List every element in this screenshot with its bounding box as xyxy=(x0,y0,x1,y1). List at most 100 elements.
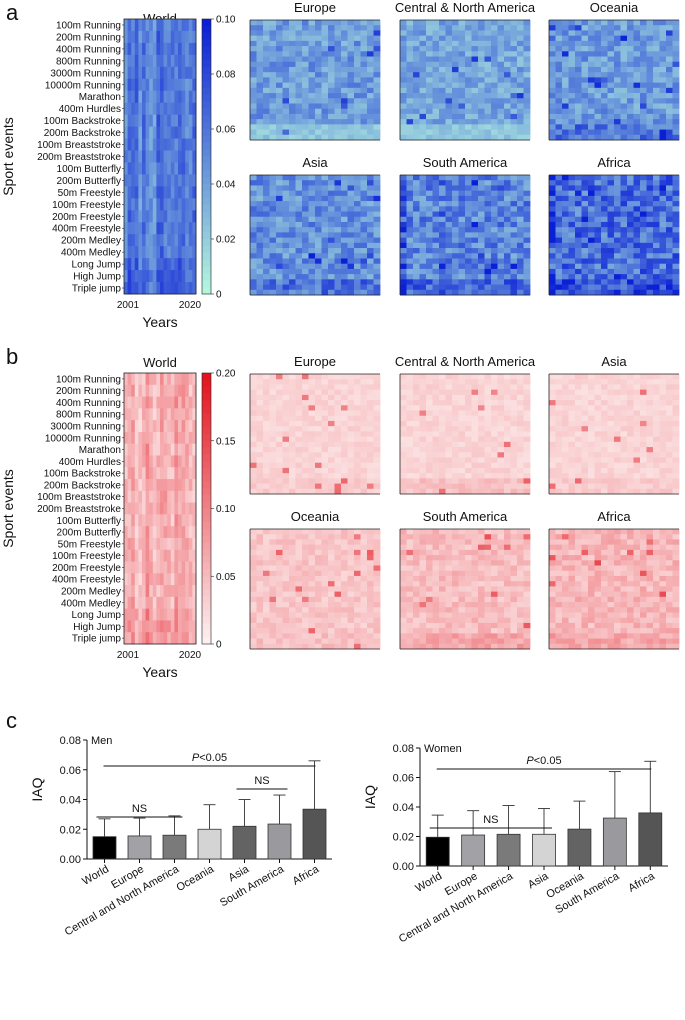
heat-cell xyxy=(439,473,446,479)
heat-cell xyxy=(601,242,608,249)
heat-cell xyxy=(174,222,179,235)
heat-cell xyxy=(659,82,667,89)
heat-cell xyxy=(517,279,524,285)
heat-cell xyxy=(138,396,143,409)
heat-cell xyxy=(282,221,290,228)
heat-cell xyxy=(491,457,498,464)
heat-cell xyxy=(633,379,641,385)
heat-cell xyxy=(478,457,485,464)
heat-cell xyxy=(289,108,296,115)
heat-cell xyxy=(517,384,524,391)
heat-cell xyxy=(607,400,615,406)
heat-cell xyxy=(192,162,197,175)
heat-cell xyxy=(354,180,361,186)
heat-cell xyxy=(484,227,492,233)
heat-cell xyxy=(633,195,641,202)
heat-cell xyxy=(341,113,348,120)
heat-cell xyxy=(149,585,154,598)
heat-cell xyxy=(341,227,348,233)
heat-cell xyxy=(581,420,589,427)
heat-cell xyxy=(633,25,641,31)
heat-cell xyxy=(276,108,283,115)
heat-cell xyxy=(138,126,143,139)
heat-cell xyxy=(484,185,492,192)
heat-cell xyxy=(341,379,348,385)
heat-cell xyxy=(170,561,175,574)
heat-cell xyxy=(354,35,361,42)
heat-cell xyxy=(607,274,615,280)
heat-cell xyxy=(250,66,257,73)
heat-cell xyxy=(517,87,524,94)
heat-cell xyxy=(419,420,427,427)
heat-cell xyxy=(127,467,132,480)
heat-cell xyxy=(640,274,647,280)
heat-cell xyxy=(497,206,505,212)
heat-cell xyxy=(341,400,348,406)
heat-cell xyxy=(263,108,270,115)
heat-cell xyxy=(308,72,316,78)
heat-cell xyxy=(269,211,277,218)
heat-cell xyxy=(367,20,374,26)
heat-cell xyxy=(439,190,446,197)
heat-cell xyxy=(354,30,361,37)
heat-cell xyxy=(666,25,673,31)
heat-cell xyxy=(192,585,197,598)
heat-cell xyxy=(478,98,485,104)
heat-cell xyxy=(152,561,157,574)
heat-cell xyxy=(594,389,602,396)
heat-cell xyxy=(484,82,492,89)
heat-cell xyxy=(588,51,595,57)
heat-cell xyxy=(491,405,498,411)
heat-cell xyxy=(413,253,420,259)
heat-cell xyxy=(575,180,582,186)
heat-cell xyxy=(452,248,459,254)
heat-cell xyxy=(439,25,446,31)
colorbar-tick-label: 0.15 xyxy=(216,436,236,447)
heat-cell xyxy=(458,420,466,427)
heat-cell xyxy=(497,237,505,244)
heat-cell xyxy=(465,379,472,385)
heat-cell xyxy=(181,114,186,128)
heat-cell xyxy=(373,175,381,181)
heat-cell xyxy=(607,93,615,99)
x-tick-start: 2001 xyxy=(117,650,140,661)
heat-cell xyxy=(142,150,146,163)
heat-cell xyxy=(627,279,634,285)
heat-cell xyxy=(134,431,139,445)
heat-cell xyxy=(185,198,190,211)
heat-cell xyxy=(562,66,569,73)
heat-cell xyxy=(504,415,511,422)
heat-cell xyxy=(315,237,322,244)
heat-cell xyxy=(672,30,680,37)
heat-cell xyxy=(178,150,182,163)
heat-cell xyxy=(295,488,303,495)
heat-cell xyxy=(653,211,660,218)
heat-cell xyxy=(269,51,277,57)
heat-cell xyxy=(250,46,257,52)
heat-cell xyxy=(138,585,143,598)
heat-cell xyxy=(575,51,582,57)
heat-cell xyxy=(562,426,569,432)
heat-cell xyxy=(354,190,361,197)
heat-cell xyxy=(289,103,296,110)
heat-cell xyxy=(646,77,654,84)
heat-cell xyxy=(445,77,453,84)
heat-cell xyxy=(484,289,492,296)
heat-cell xyxy=(672,93,680,99)
heat-cell xyxy=(504,206,511,212)
heat-cell xyxy=(510,284,518,291)
heat-cell xyxy=(445,87,453,94)
heat-cell xyxy=(315,232,322,239)
heat-cell xyxy=(256,56,264,63)
heat-cell xyxy=(185,537,190,551)
heat-cell xyxy=(491,379,498,385)
heat-cell xyxy=(594,420,602,427)
heat-cell xyxy=(321,77,329,84)
heat-cell xyxy=(328,129,335,136)
heat-cell xyxy=(471,216,479,223)
heat-cell xyxy=(471,113,479,120)
heat-cell xyxy=(607,263,615,270)
heat-cell xyxy=(145,114,150,128)
heat-cell xyxy=(659,374,667,380)
heat-cell xyxy=(504,478,511,484)
